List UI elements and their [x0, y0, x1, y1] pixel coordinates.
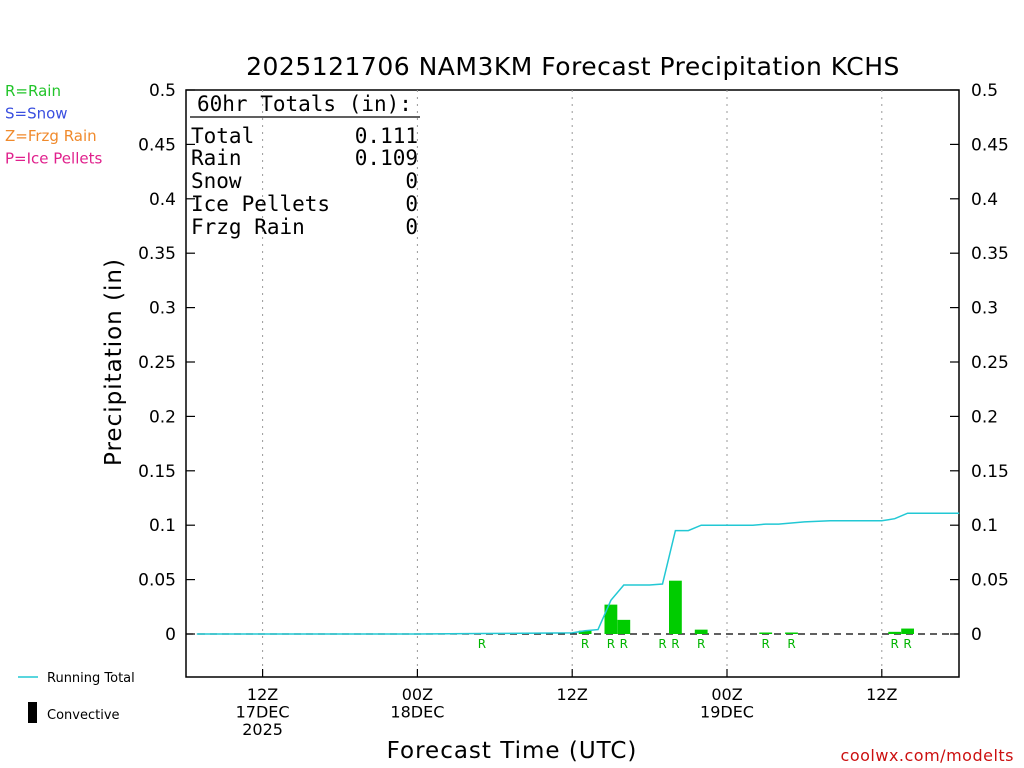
ptype-legend: R=Rain S=Snow Z=Frzg Rain P=Ice Pellets — [5, 82, 102, 168]
y-tick-label: 0.5 — [149, 81, 176, 101]
ptype-mark: R — [478, 637, 486, 651]
ptype-mark: R — [620, 637, 628, 651]
y-tick-label: 0.1 — [149, 516, 176, 536]
y-tick-label-right: 0.3 — [971, 299, 998, 319]
y-tick-label-right: 0.4 — [971, 190, 998, 210]
totals-label-rain: Rain — [191, 146, 242, 170]
grid-lines — [262, 90, 883, 677]
x-axis-label: Forecast Time (UTC) — [387, 738, 638, 764]
ptype-mark: R — [891, 637, 899, 651]
y-tick-label: 0.2 — [149, 407, 176, 427]
ptype-mark: R — [787, 637, 795, 651]
rain-bar — [888, 631, 902, 634]
x-tick-label: 00Z — [402, 685, 433, 704]
y-tick-label-right: 0.05 — [971, 571, 1009, 591]
y-tick-label: 0.3 — [149, 299, 176, 319]
y-tick-label: 0.4 — [149, 190, 176, 210]
totals-label-total: Total — [191, 124, 254, 148]
ptype-mark: R — [697, 637, 705, 651]
ptype-mark: R — [671, 637, 679, 651]
ptype-mark: R — [658, 637, 666, 651]
x-tick-label: 18DEC — [390, 703, 444, 722]
x-tick-label: 00Z — [711, 685, 742, 704]
convective-legend-label: Convective — [47, 708, 120, 723]
rain-bar — [617, 619, 631, 634]
y-tick-label-right: 0.15 — [971, 462, 1009, 482]
x-tick-label: 12Z — [866, 685, 897, 704]
ptype-legend-item: P=Ice Pellets — [5, 150, 102, 168]
y-tick-label-right: 0.1 — [971, 516, 998, 536]
rain-bar — [694, 629, 708, 634]
ptype-mark: R — [762, 637, 770, 651]
ptype-legend-item: S=Snow — [5, 105, 68, 123]
y-tick-label: 0.05 — [138, 571, 176, 591]
rain-bar — [759, 632, 773, 634]
y-tick-label-right: 0 — [971, 625, 982, 645]
x-tick-label: 2025 — [242, 720, 283, 739]
y-tick-label: 0 — [165, 625, 176, 645]
credit-text: coolwx.com/modelts — [841, 746, 1014, 765]
totals-value-total: 0.111 — [355, 124, 418, 148]
rain-bar — [901, 628, 914, 634]
y-tick-label: 0.15 — [138, 462, 176, 482]
y-axis-label: Precipitation (in) — [101, 258, 127, 466]
x-tick-label: 17DEC — [236, 703, 290, 722]
chart-title: 2025121706 NAM3KM Forecast Precipitation… — [246, 52, 900, 81]
totals-header: 60hr Totals (in): — [197, 92, 412, 116]
totals-label-ice-pellets: Ice Pellets — [191, 192, 330, 216]
totals-value-snow: 0 — [405, 169, 418, 193]
y-axis-left: 0 0.05 0.1 0.15 0.2 0.25 0.3 0.35 0.4 0.45 0.5 — [138, 81, 195, 645]
totals-label-snow: Snow — [191, 169, 242, 193]
ptype-mark: R — [903, 637, 911, 651]
x-tick-label: 19DEC — [700, 703, 754, 722]
ptype-mark: R — [581, 637, 589, 651]
convective-swatch — [28, 702, 37, 723]
y-tick-label-right: 0.25 — [971, 353, 1009, 373]
rain-bar — [604, 604, 618, 634]
y-tick-label-right: 0.35 — [971, 244, 1009, 264]
totals-label-frzg-rain: Frzg Rain — [191, 215, 305, 239]
rain-bar — [785, 632, 798, 634]
rain-bar — [578, 630, 592, 634]
running-total-legend-label: Running Total — [47, 671, 135, 686]
y-tick-label: 0.35 — [138, 244, 176, 264]
totals-box: 60hr Totals (in): Total 0.111 Rain 0.109… — [190, 92, 420, 239]
rain-bar — [669, 580, 682, 634]
ptype-mark: R — [607, 637, 615, 651]
x-tick-label: 12Z — [247, 685, 278, 704]
y-tick-label-right: 0.2 — [971, 407, 998, 427]
y-tick-label: 0.25 — [138, 353, 176, 373]
y-axis-right: 0 0.05 0.1 0.15 0.2 0.25 0.3 0.35 0.4 0.45 0.5 — [950, 81, 1009, 645]
ptype-legend-item: Z=Frzg Rain — [5, 127, 97, 145]
totals-value-rain: 0.109 — [355, 146, 418, 170]
totals-value-frzg-rain: 0 — [405, 215, 418, 239]
series-legend: Running Total Convective — [18, 671, 135, 723]
totals-value-ice-pellets: 0 — [405, 192, 418, 216]
y-tick-label-right: 0.5 — [971, 81, 998, 101]
y-tick-label: 0.45 — [138, 135, 176, 155]
y-tick-label-right: 0.45 — [971, 135, 1009, 155]
x-tick-label: 12Z — [557, 685, 588, 704]
rain-bars — [578, 580, 914, 634]
running-total-line — [196, 512, 960, 635]
ptype-legend-item: R=Rain — [5, 82, 61, 100]
